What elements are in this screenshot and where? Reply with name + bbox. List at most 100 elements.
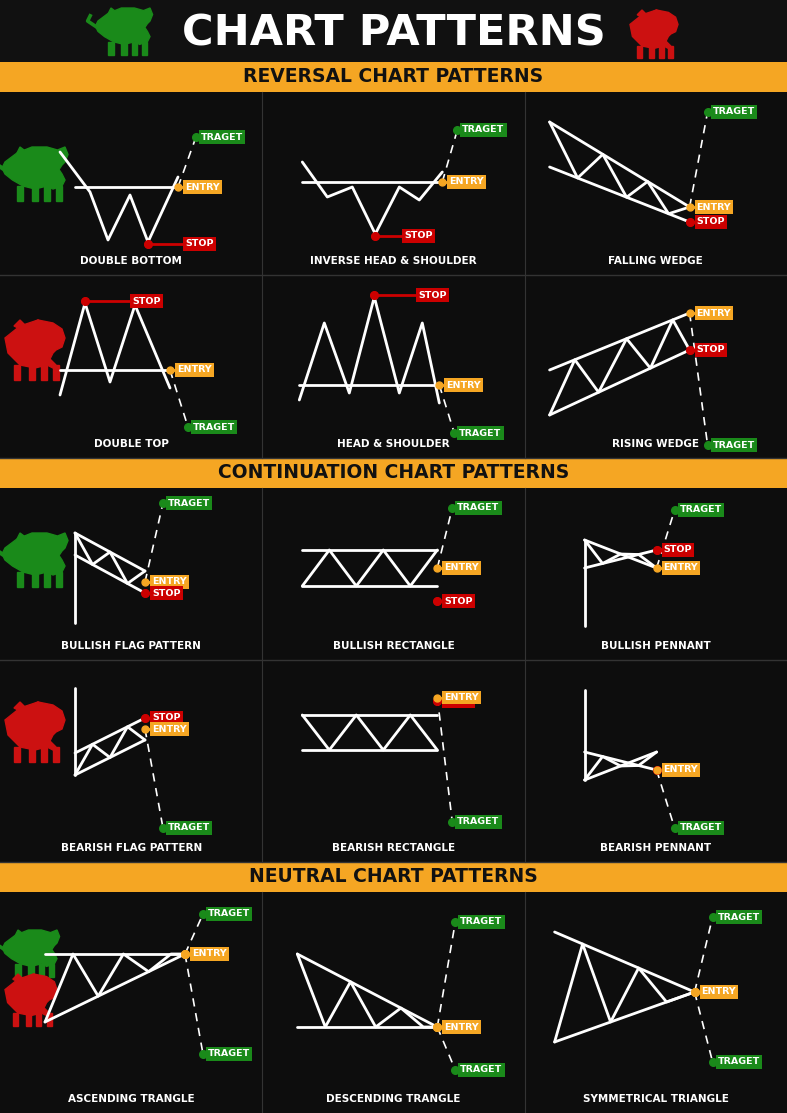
Text: TRAGET: TRAGET bbox=[168, 499, 210, 508]
Text: ENTRY: ENTRY bbox=[185, 183, 220, 191]
Polygon shape bbox=[32, 702, 44, 708]
Text: TRAGET: TRAGET bbox=[712, 108, 755, 117]
Polygon shape bbox=[2, 147, 68, 189]
Text: TRAGET: TRAGET bbox=[460, 429, 501, 437]
Text: TRAGET: TRAGET bbox=[201, 132, 243, 141]
Polygon shape bbox=[131, 42, 137, 55]
Text: BEARISH PENNANT: BEARISH PENNANT bbox=[600, 843, 711, 853]
Polygon shape bbox=[16, 964, 20, 977]
Polygon shape bbox=[121, 42, 127, 55]
Polygon shape bbox=[659, 46, 663, 58]
Polygon shape bbox=[14, 365, 20, 380]
Polygon shape bbox=[44, 572, 50, 587]
Text: STOP: STOP bbox=[445, 697, 473, 706]
Text: ENTRY: ENTRY bbox=[701, 987, 736, 996]
Text: STOP: STOP bbox=[663, 545, 692, 554]
Polygon shape bbox=[16, 930, 23, 936]
Polygon shape bbox=[637, 46, 642, 58]
Polygon shape bbox=[17, 147, 26, 155]
Text: STOP: STOP bbox=[152, 589, 180, 598]
Text: TRAGET: TRAGET bbox=[460, 1065, 503, 1074]
Text: TRAGET: TRAGET bbox=[208, 909, 250, 918]
Text: INVERSE HEAD & SHOULDER: INVERSE HEAD & SHOULDER bbox=[310, 256, 477, 266]
Text: ENTRY: ENTRY bbox=[446, 381, 481, 390]
Text: ENTRY: ENTRY bbox=[663, 766, 698, 775]
Text: TRAGET: TRAGET bbox=[460, 917, 503, 926]
Polygon shape bbox=[39, 964, 44, 977]
Polygon shape bbox=[14, 747, 20, 762]
Text: HEAD & SHOULDER: HEAD & SHOULDER bbox=[337, 439, 449, 449]
Polygon shape bbox=[95, 8, 153, 45]
Polygon shape bbox=[53, 747, 59, 762]
Text: STOP: STOP bbox=[419, 290, 447, 299]
Polygon shape bbox=[13, 1013, 18, 1026]
Text: TRAGET: TRAGET bbox=[168, 824, 210, 833]
Polygon shape bbox=[630, 10, 678, 48]
Text: CHART PATTERNS: CHART PATTERNS bbox=[182, 13, 605, 55]
Polygon shape bbox=[5, 974, 57, 1015]
Text: ENTRY: ENTRY bbox=[152, 578, 187, 587]
Bar bbox=[0, 62, 787, 92]
Polygon shape bbox=[53, 365, 59, 380]
Polygon shape bbox=[50, 964, 54, 977]
Text: TRAGET: TRAGET bbox=[718, 1057, 760, 1066]
Polygon shape bbox=[14, 321, 26, 329]
Text: ENTRY: ENTRY bbox=[192, 949, 227, 958]
Polygon shape bbox=[44, 186, 50, 201]
Polygon shape bbox=[5, 702, 65, 750]
Polygon shape bbox=[28, 974, 39, 979]
Polygon shape bbox=[14, 702, 26, 711]
Text: ENTRY: ENTRY bbox=[696, 308, 731, 317]
Text: TRAGET: TRAGET bbox=[457, 818, 500, 827]
Text: BULLISH FLAG PATTERN: BULLISH FLAG PATTERN bbox=[61, 641, 201, 651]
Text: ENTRY: ENTRY bbox=[663, 563, 698, 572]
Polygon shape bbox=[637, 10, 647, 17]
Text: ENTRY: ENTRY bbox=[445, 693, 479, 702]
Polygon shape bbox=[56, 572, 62, 587]
Text: FALLING WEDGE: FALLING WEDGE bbox=[608, 256, 703, 266]
Polygon shape bbox=[17, 186, 23, 201]
Polygon shape bbox=[56, 186, 62, 201]
Polygon shape bbox=[2, 930, 60, 966]
Polygon shape bbox=[2, 533, 68, 575]
Text: STOP: STOP bbox=[445, 597, 473, 605]
Text: TRAGET: TRAGET bbox=[462, 126, 504, 135]
Text: STOP: STOP bbox=[152, 713, 180, 722]
Text: STOP: STOP bbox=[696, 345, 725, 355]
Polygon shape bbox=[28, 964, 34, 977]
Polygon shape bbox=[13, 974, 23, 982]
Text: BULLISH PENNANT: BULLISH PENNANT bbox=[601, 641, 711, 651]
Text: STOP: STOP bbox=[663, 766, 692, 775]
Polygon shape bbox=[668, 46, 673, 58]
Text: ENTRY: ENTRY bbox=[445, 1023, 479, 1032]
Bar bbox=[0, 0, 787, 62]
Text: STOP: STOP bbox=[185, 239, 213, 248]
Text: TRAGET: TRAGET bbox=[193, 423, 235, 432]
Text: RISING WEDGE: RISING WEDGE bbox=[612, 439, 700, 449]
Polygon shape bbox=[17, 572, 23, 587]
Text: STOP: STOP bbox=[132, 296, 161, 305]
Text: SYMMETRICAL TRIANGLE: SYMMETRICAL TRIANGLE bbox=[583, 1094, 729, 1104]
Polygon shape bbox=[41, 747, 47, 762]
Text: ENTRY: ENTRY bbox=[177, 365, 212, 374]
Polygon shape bbox=[26, 1013, 31, 1026]
Polygon shape bbox=[652, 10, 661, 14]
Text: TRAGET: TRAGET bbox=[680, 824, 722, 833]
Text: NEUTRAL CHART PATTERNS: NEUTRAL CHART PATTERNS bbox=[249, 867, 538, 886]
Text: DOUBLE BOTTOM: DOUBLE BOTTOM bbox=[80, 256, 182, 266]
Polygon shape bbox=[5, 321, 65, 368]
Polygon shape bbox=[32, 186, 38, 201]
Text: TRAGET: TRAGET bbox=[208, 1050, 250, 1058]
Text: DESCENDING TRANGLE: DESCENDING TRANGLE bbox=[327, 1094, 460, 1104]
Polygon shape bbox=[142, 42, 147, 55]
Polygon shape bbox=[17, 533, 26, 541]
Text: TRAGET: TRAGET bbox=[457, 503, 500, 512]
Text: BEARISH FLAG PATTERN: BEARISH FLAG PATTERN bbox=[61, 843, 201, 853]
Text: BULLISH RECTANGLE: BULLISH RECTANGLE bbox=[333, 641, 454, 651]
Text: STOP: STOP bbox=[696, 217, 725, 227]
Text: ENTRY: ENTRY bbox=[192, 949, 227, 958]
Polygon shape bbox=[46, 1013, 52, 1026]
Polygon shape bbox=[109, 8, 116, 14]
Text: ASCENDING TRANGLE: ASCENDING TRANGLE bbox=[68, 1094, 194, 1104]
Text: TRAGET: TRAGET bbox=[712, 441, 755, 450]
